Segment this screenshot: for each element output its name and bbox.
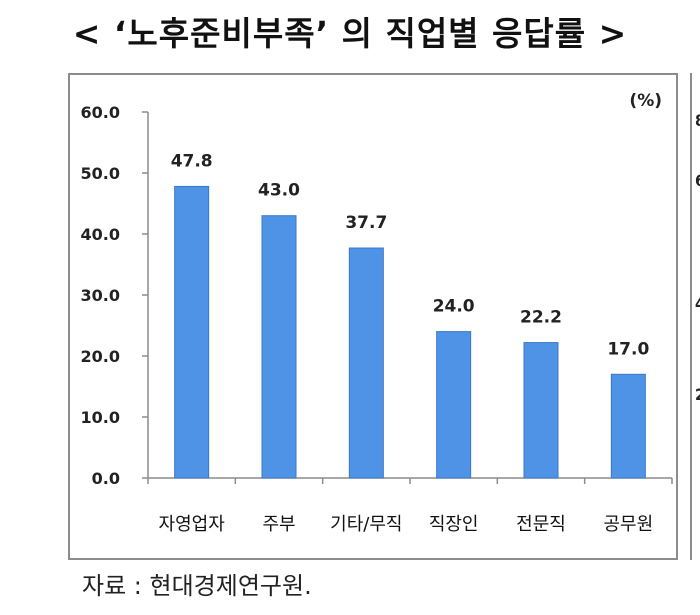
x-category-label: 기타/무직	[330, 514, 402, 535]
x-category-label: 직장인	[429, 514, 479, 535]
y-tick-label: 40.0	[81, 225, 120, 244]
bar	[610, 373, 646, 479]
secondary-axis-panel: 8 6 4 2	[690, 73, 700, 560]
secondary-tick-label: 6	[695, 171, 700, 190]
bar	[261, 215, 297, 479]
secondary-tick-label: 4	[695, 294, 700, 313]
x-category-label: 전문직	[516, 514, 566, 535]
unit-label: (%)	[629, 91, 662, 111]
y-tick-label: 20.0	[81, 347, 120, 366]
data-label: 37.7	[345, 213, 387, 233]
data-label: 24.0	[433, 297, 475, 317]
bar	[174, 185, 210, 479]
y-tick-label: 60.0	[81, 103, 120, 122]
source-note: 자료 : 현대경제연구원.	[82, 572, 312, 600]
secondary-tick-label: 8	[695, 111, 700, 130]
data-label: 43.0	[258, 181, 300, 201]
bar	[523, 342, 559, 479]
y-tick-label: 0.0	[92, 469, 120, 488]
y-tick-label: 10.0	[81, 408, 120, 427]
x-category-label: 자영업자	[159, 514, 226, 535]
y-tick-label: 50.0	[81, 164, 120, 183]
secondary-tick-label: 2	[695, 385, 700, 404]
x-category-label: 주부	[262, 514, 295, 535]
data-label: 17.0	[607, 339, 649, 359]
data-label: 22.2	[520, 308, 562, 328]
y-tick-label: 30.0	[81, 286, 120, 305]
data-label: 47.8	[171, 151, 213, 171]
x-category-label: 공무원	[603, 514, 653, 535]
bar	[348, 247, 384, 479]
chart-title: < ‘노후준비부족’ 의 직업별 응답률 >	[72, 14, 628, 53]
bar	[436, 331, 472, 479]
